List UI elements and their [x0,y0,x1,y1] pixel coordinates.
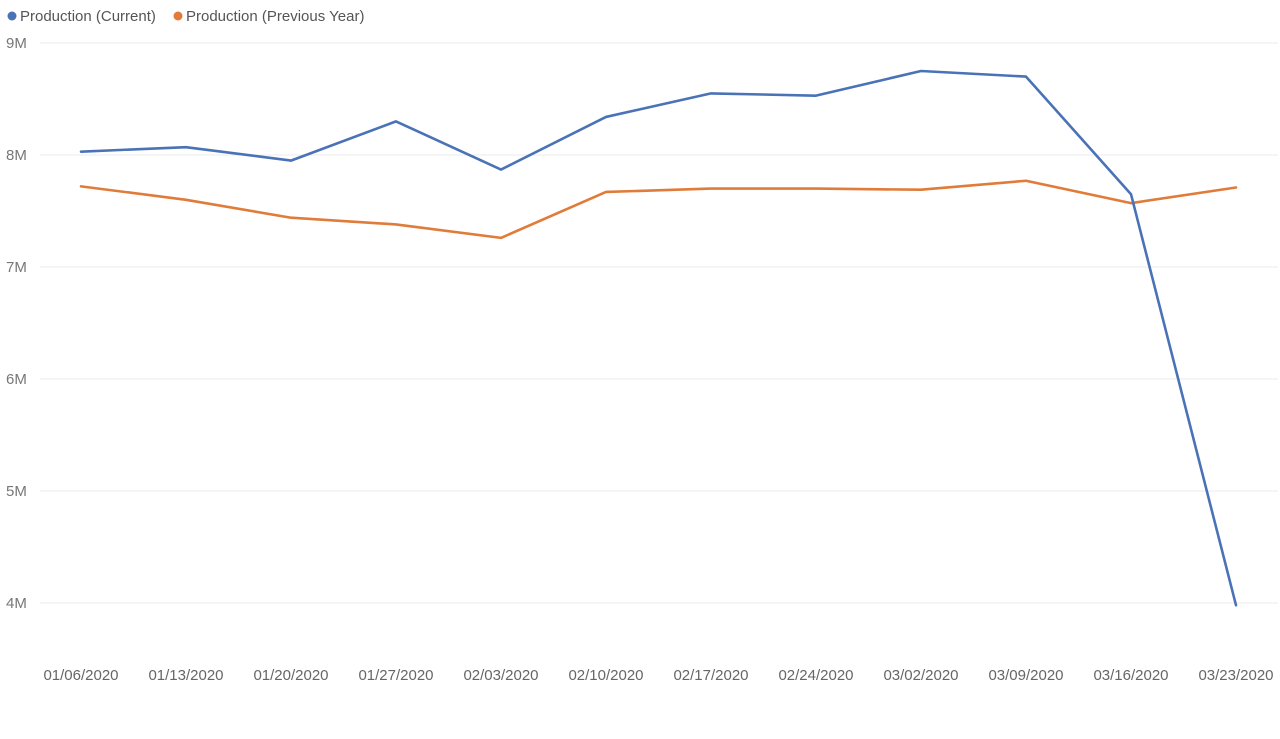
y-tick-label: 6M [6,371,27,388]
x-tick-label: 03/16/2020 [1093,667,1168,684]
y-tick-label: 7M [6,259,27,276]
y-tick-label: 5M [6,483,27,500]
x-tick-label: 03/23/2020 [1198,667,1273,684]
data-point-current[interactable] [707,89,715,97]
x-tick-label: 01/27/2020 [358,667,433,684]
series-lines [77,67,1240,609]
legend: Production (Current) Production (Previou… [7,8,365,25]
data-point-previous-year[interactable] [1232,183,1240,191]
x-tick-label: 01/20/2020 [253,667,328,684]
data-point-previous-year[interactable] [287,214,295,222]
data-point-previous-year[interactable] [917,186,925,194]
data-point-current[interactable] [77,148,85,156]
data-point-current[interactable] [917,67,925,75]
y-tick-label: 9M [6,35,27,52]
data-point-current[interactable] [812,92,820,100]
data-point-current[interactable] [602,113,610,121]
data-point-previous-year[interactable] [182,196,190,204]
gridlines [40,42,1278,604]
data-point-current[interactable] [1127,190,1135,198]
data-point-previous-year[interactable] [497,234,505,242]
y-tick-label: 8M [6,147,27,164]
data-point-previous-year[interactable] [1022,177,1030,185]
data-point-previous-year[interactable] [812,185,820,193]
data-point-current[interactable] [497,166,505,174]
x-tick-label: 01/13/2020 [148,667,223,684]
legend-marker-current [7,11,17,21]
x-tick-label: 02/03/2020 [463,667,538,684]
x-tick-label: 02/10/2020 [568,667,643,684]
x-axis: 01/06/2020 01/13/2020 01/20/2020 01/27/2020… [43,667,1273,684]
data-point-current[interactable] [182,143,190,151]
x-tick-label: 02/17/2020 [673,667,748,684]
data-point-previous-year[interactable] [392,220,400,228]
legend-label-previous-year: Production (Previous Year) [186,8,364,25]
y-axis: 9M 8M 7M 6M 5M 4M [6,35,27,612]
y-tick-label: 4M [6,595,27,612]
x-tick-label: 01/06/2020 [43,667,118,684]
x-tick-label: 02/24/2020 [778,667,853,684]
legend-marker-previous-year [173,11,183,21]
series-line-previous-year[interactable] [79,179,1238,240]
legend-label-current: Production (Current) [20,8,156,25]
data-point-current[interactable] [392,117,400,125]
x-tick-label: 03/02/2020 [883,667,958,684]
series-line-current[interactable] [79,69,1238,607]
x-tick-label: 03/09/2020 [988,667,1063,684]
data-point-current[interactable] [287,157,295,165]
data-point-previous-year[interactable] [707,185,715,193]
legend-item-previous-year[interactable]: Production (Previous Year) [173,8,365,25]
legend-item-current[interactable]: Production (Current) [7,8,156,25]
data-point-previous-year[interactable] [602,188,610,196]
data-point-current[interactable] [1022,73,1030,81]
data-point-current[interactable] [1232,601,1240,609]
data-point-previous-year[interactable] [77,182,85,190]
